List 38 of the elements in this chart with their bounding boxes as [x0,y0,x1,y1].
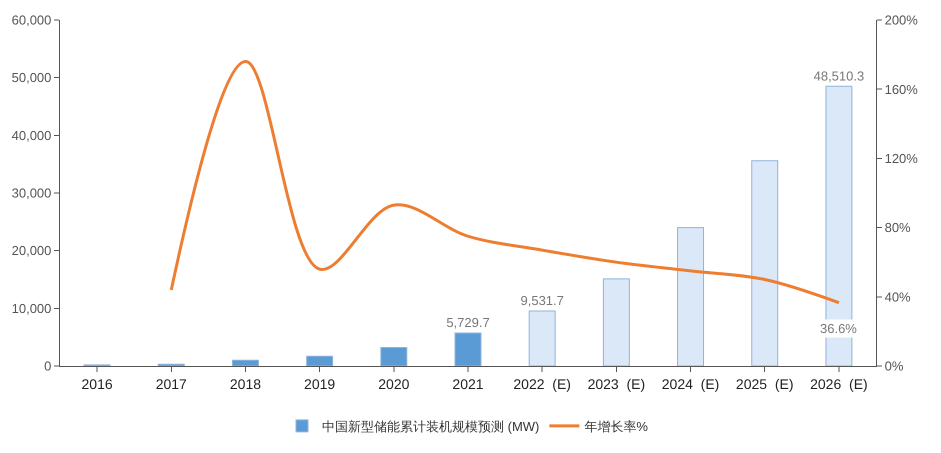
legend-label: 年增长率% [584,419,648,434]
y2-tick-label: 160% [884,82,918,97]
y2-tick-label: 40% [884,289,912,304]
data-label: 36.6% [820,321,858,336]
data-label: 9,531.7 [520,293,564,308]
x-tick-label: 2022 (E) [513,376,571,392]
y-tick-label: 10,000 [12,300,52,316]
x-tick-label: 2021 [452,376,484,392]
x-tick-label: 2025 (E) [736,376,794,392]
y-tick-label: 40,000 [12,128,52,143]
bar [677,227,704,366]
x-tick-label: 2026 (E) [810,376,868,392]
x-tick-label: 2024 (E) [662,376,720,392]
bar [751,160,778,366]
x-tick-label: 2023 (E) [588,376,646,392]
legend-label: 中国新型储能累计装机规模预测 (MW) [322,419,540,434]
y2-tick-label: 80% [884,220,912,236]
bar [528,310,556,366]
data-label: 5,729.7 [446,314,490,330]
y-tick-label: 0 [44,358,52,374]
x-tick-label: 2016 [82,376,113,392]
x-tick-label: 2017 [156,376,188,392]
y-tick-label: 30,000 [12,186,52,201]
y2-tick-label: 200% [884,12,918,28]
bar [232,360,259,366]
bar [306,356,334,366]
bar [454,332,482,366]
y-tick-label: 60,000 [12,12,52,28]
x-tick-label: 2020 [378,376,410,392]
x-tick-label: 2018 [230,376,262,392]
bar [602,278,630,366]
y-tick-label: 50,000 [12,70,52,86]
bar [380,347,408,366]
y2-tick-label: 0% [884,358,904,374]
y-tick-label: 20,000 [12,243,52,258]
data-label: 48,510.3 [814,68,864,84]
x-tick-label: 2019 [304,376,336,392]
y2-tick-label: 120% [884,150,918,166]
